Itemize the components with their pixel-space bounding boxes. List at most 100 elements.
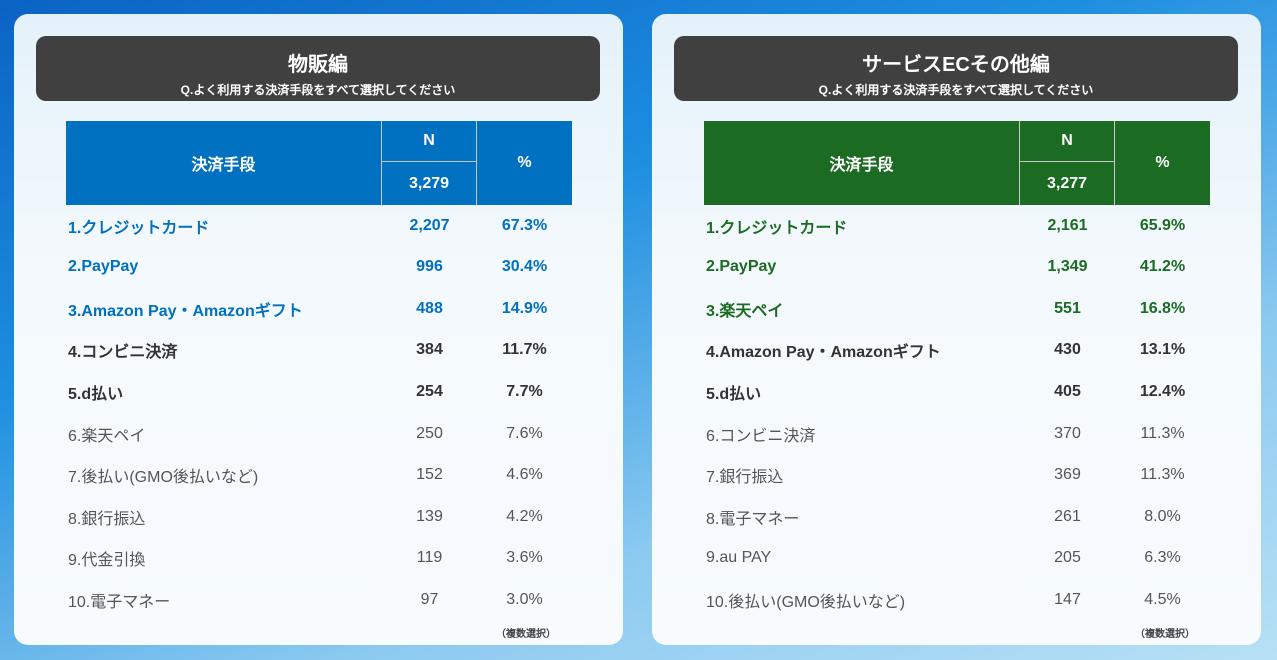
count-value: 405 (1054, 382, 1081, 400)
percent-value: 12.4% (1139, 382, 1186, 400)
table-row: 2.PayPay 996 30.4% (66, 247, 572, 288)
method-label: 9.代金引換 (68, 552, 146, 570)
percent-value: 6.3% (1144, 549, 1181, 567)
table-row: 2.PayPay 1,349 41.2% (704, 247, 1210, 288)
header-n: N (1020, 121, 1115, 162)
percent-value: 30.4% (501, 258, 548, 276)
section-header: サービスECその他編 Q.よく利用する決済手段をすべて選択してください (674, 36, 1238, 101)
method-label: 2.PayPay (68, 258, 139, 276)
header-method: 決済手段 (704, 121, 1020, 205)
panel-physical-goods: 物販編 Q.よく利用する決済手段をすべて選択してください 決済手段 N 3,27… (14, 14, 623, 645)
table-row: 3.Amazon Pay・Amazonギフト 488 14.9% (66, 288, 572, 329)
table-row: 6.楽天ペイ 250 7.6% (66, 413, 572, 454)
header-n: N (382, 121, 477, 162)
count-value: 430 (1054, 341, 1081, 359)
count-value: 384 (416, 341, 443, 359)
percent-value: 11.7% (502, 341, 547, 359)
percent-value: 3.6% (506, 549, 543, 567)
method-label: 4.Amazon Pay・Amazonギフト (706, 344, 941, 362)
count-value: 139 (416, 507, 443, 525)
method-label: 3.楽天ペイ (706, 302, 784, 320)
percent-value: 16.8% (1139, 299, 1186, 317)
percent-value: 8.0% (1144, 507, 1181, 525)
count-value: 2,207 (409, 216, 450, 234)
section-title: サービスECその他編 (862, 54, 1050, 76)
table-header: 決済手段 N 3,277 % (704, 121, 1210, 205)
method-label: 5.d払い (706, 385, 762, 403)
table-row: 7.後払い(GMO後払いなど) 152 4.6% (66, 455, 572, 496)
count-value: 119 (416, 549, 443, 567)
count-value: 488 (416, 299, 443, 317)
percent-value: 4.6% (506, 466, 543, 484)
count-value: 370 (1054, 424, 1081, 442)
count-value: 97 (420, 590, 439, 608)
method-label: 5.d払い (68, 385, 124, 403)
table-header: 決済手段 N 3,279 % (66, 121, 572, 205)
section-title: 物販編 (288, 54, 348, 76)
table-row: 10.後払い(GMO後払いなど) 147 4.5% (704, 579, 1210, 620)
header-pct: % (1155, 154, 1170, 171)
count-value: 261 (1054, 507, 1081, 525)
count-value: 369 (1054, 466, 1081, 484)
percent-value: 4.2% (506, 507, 543, 525)
count-value: 1,349 (1047, 258, 1088, 276)
table-row: 9.au PAY 205 6.3% (704, 538, 1210, 579)
table-row: 1.クレジットカード 2,161 65.9% (704, 205, 1210, 246)
method-label: 1.クレジットカード (706, 219, 848, 237)
table-row: 4.Amazon Pay・Amazonギフト 430 13.1% (704, 330, 1210, 371)
method-label: 7.後払い(GMO後払いなど) (68, 469, 259, 487)
table-row: 7.銀行振込 369 11.3% (704, 455, 1210, 496)
count-value: 205 (1054, 549, 1081, 567)
method-label: 8.電子マネー (706, 510, 800, 528)
table-row: 8.銀行振込 139 4.2% (66, 496, 572, 537)
percent-value: 7.7% (506, 382, 543, 400)
table-row: 8.電子マネー 261 8.0% (704, 496, 1210, 537)
method-label: 7.銀行振込 (706, 469, 784, 487)
table-row: 6.コンビニ決済 370 11.3% (704, 413, 1210, 454)
count-value: 996 (416, 258, 443, 276)
method-label: 6.楽天ペイ (68, 427, 146, 445)
percent-value: 41.2% (1139, 258, 1186, 276)
percent-value: 11.3% (1140, 466, 1185, 484)
percent-value: 65.9% (1139, 216, 1186, 234)
method-label: 9.au PAY (706, 549, 772, 567)
table-row: 5.d払い 405 12.4% (704, 371, 1210, 412)
question-text: Q.よく利用する決済手段をすべて選択してください (180, 83, 456, 97)
count-value: 254 (416, 382, 443, 400)
percent-value: 11.3% (1140, 424, 1185, 442)
multi-select-note: （複数選択） (1135, 629, 1195, 640)
method-label: 4.コンビニ決済 (68, 344, 178, 362)
count-value: 152 (416, 466, 443, 484)
header-total: 3,277 (1020, 162, 1115, 205)
header-method: 決済手段 (66, 121, 382, 205)
percent-value: 7.6% (506, 424, 543, 442)
method-label: 10.電子マネー (68, 593, 171, 611)
question-text: Q.よく利用する決済手段をすべて選択してください (818, 83, 1094, 97)
header-total: 3,279 (382, 162, 477, 205)
section-header: 物販編 Q.よく利用する決済手段をすべて選択してください (36, 36, 600, 101)
panel-service-ec: サービスECその他編 Q.よく利用する決済手段をすべて選択してください 決済手段… (652, 14, 1261, 645)
table-row: 3.楽天ペイ 551 16.8% (704, 288, 1210, 329)
multi-select-note: （複数選択） (496, 629, 556, 640)
table-row: 1.クレジットカード 2,207 67.3% (66, 205, 572, 246)
method-label: 6.コンビニ決済 (706, 427, 816, 445)
percent-value: 4.5% (1144, 590, 1181, 608)
method-label: 8.銀行振込 (68, 510, 146, 528)
table-row: 9.代金引換 119 3.6% (66, 538, 572, 579)
percent-value: 14.9% (501, 299, 548, 317)
count-value: 551 (1054, 299, 1081, 317)
table-row: 10.電子マネー 97 3.0% (66, 579, 572, 620)
count-value: 147 (1054, 590, 1081, 608)
count-value: 2,161 (1047, 216, 1088, 234)
percent-value: 13.1% (1139, 341, 1186, 359)
method-label: 1.クレジットカード (68, 219, 210, 237)
method-label: 10.後払い(GMO後払いなど) (706, 593, 906, 611)
table-row: 4.コンビニ決済 384 11.7% (66, 330, 572, 371)
percent-value: 67.3% (501, 216, 548, 234)
method-label: 3.Amazon Pay・Amazonギフト (68, 302, 303, 320)
method-label: 2.PayPay (706, 258, 777, 276)
table-row: 5.d払い 254 7.7% (66, 371, 572, 412)
percent-value: 3.0% (506, 590, 543, 608)
count-value: 250 (416, 424, 443, 442)
header-pct: % (517, 154, 532, 171)
